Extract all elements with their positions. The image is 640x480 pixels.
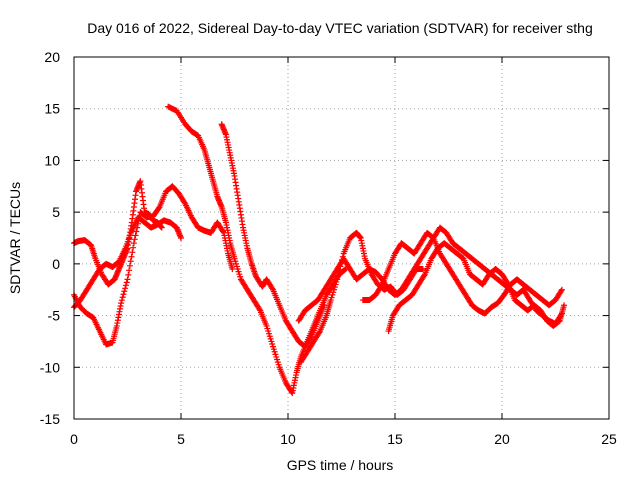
data-point (288, 388, 295, 395)
data-point (127, 258, 134, 265)
data-point (335, 273, 342, 280)
data-point (132, 232, 139, 239)
y-tick-label: 0 (52, 256, 60, 272)
series-track-3 (71, 178, 165, 288)
y-tick-label: -15 (40, 411, 60, 427)
chart-title: Day 016 of 2022, Sidereal Day-to-day VTE… (87, 20, 593, 36)
y-tick-label: 10 (44, 152, 60, 168)
series-track-8 (359, 229, 565, 317)
data-marks (71, 103, 568, 397)
data-point (504, 280, 511, 287)
data-point (120, 291, 127, 298)
axes: 0 5 10 15 20 25 -15 -10 -5 0 5 10 15 20 (40, 49, 617, 447)
x-tick-label: 20 (494, 431, 510, 447)
data-point (131, 236, 138, 243)
data-point (134, 220, 141, 227)
data-point (133, 228, 140, 235)
data-point (321, 302, 328, 309)
series-track-2 (71, 183, 236, 348)
data-point (129, 249, 136, 256)
data-point (229, 266, 236, 273)
data-point (130, 240, 137, 247)
x-tick-label: 0 (70, 431, 78, 447)
x-axis-label: GPS time / hours (287, 457, 394, 473)
series-track-9 (385, 240, 568, 335)
y-tick-label: 15 (44, 101, 60, 117)
grid (74, 57, 609, 419)
data-point (307, 334, 314, 341)
data-point (119, 294, 126, 301)
data-point (256, 306, 263, 313)
x-tick-label: 5 (177, 431, 185, 447)
data-point (123, 279, 130, 286)
data-point (219, 228, 226, 235)
data-point (269, 285, 276, 292)
data-point (118, 300, 125, 307)
y-tick-label: -10 (40, 359, 60, 375)
data-point (334, 276, 341, 283)
plot-frame (73, 56, 610, 420)
data-point (155, 205, 162, 212)
data-point (118, 297, 125, 304)
y-tick-label: 5 (52, 204, 60, 220)
data-point (421, 272, 428, 279)
x-tick-label: 15 (387, 431, 403, 447)
data-point (124, 276, 131, 283)
series-track-5 (218, 121, 328, 350)
y-tick-label: 20 (44, 49, 60, 65)
data-point (122, 285, 129, 292)
data-point (561, 302, 568, 309)
data-point (134, 224, 141, 231)
data-point (178, 235, 184, 241)
data-point (158, 224, 165, 231)
x-tick-label: 25 (601, 431, 617, 447)
data-point (419, 266, 426, 273)
data-point (126, 267, 133, 274)
x-tick-label: 10 (280, 431, 296, 447)
data-point (128, 253, 135, 260)
data-point (135, 216, 142, 223)
data-point (316, 329, 323, 336)
data-point (125, 271, 132, 278)
y-axis-label: SDTVAR / TECUs (7, 182, 23, 294)
series-track-4 (165, 103, 349, 397)
data-point (558, 288, 565, 295)
data-point (122, 282, 129, 289)
data-point (341, 266, 348, 273)
data-point (130, 244, 137, 251)
series-track-1 (71, 214, 184, 311)
data-point (378, 282, 385, 289)
series-track-7 (295, 224, 565, 327)
y-tick-label: -5 (48, 308, 61, 324)
data-point (121, 288, 128, 295)
data-point (558, 286, 565, 293)
data-point (126, 262, 133, 269)
